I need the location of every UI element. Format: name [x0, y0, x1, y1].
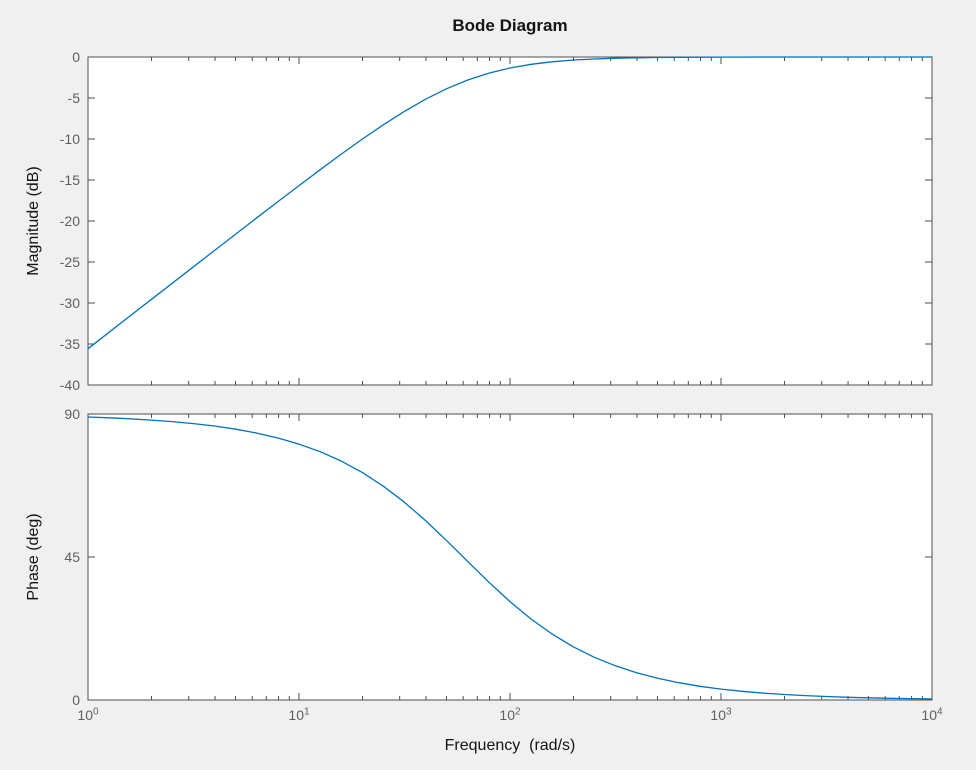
magnitude-y-tick-label: -25 — [59, 254, 80, 270]
x-tick-exponent: 4 — [937, 706, 943, 718]
magnitude-y-tick-label: -30 — [59, 295, 80, 311]
x-tick-label: 101 — [288, 706, 310, 723]
x-tick-exponent: 0 — [93, 706, 99, 718]
x-tick-label: 103 — [710, 706, 732, 723]
magnitude-y-tick-label: 0 — [72, 49, 80, 65]
x-tick-exponent: 1 — [304, 706, 310, 718]
magnitude-y-tick-label: -15 — [59, 172, 80, 188]
x-tick-exponent: 3 — [726, 706, 732, 718]
frequency-axis-label: Frequency (rad/s) — [444, 737, 576, 754]
phase-y-tick-label: 45 — [64, 549, 80, 565]
phase-plot-area — [88, 414, 932, 700]
magnitude-axes-box — [87, 56, 933, 386]
magnitude-y-tick-label: -35 — [59, 336, 80, 352]
magnitude-curve — [87, 56, 932, 350]
x-tick-label: 102 — [499, 706, 521, 723]
x-tick-label: 104 — [921, 706, 943, 723]
magnitude-y-tick-label: -40 — [59, 377, 80, 393]
magnitude-y-tick-label: -20 — [59, 213, 80, 229]
phase-y-tick-label: 90 — [64, 406, 80, 422]
phase-curve — [87, 416, 933, 700]
x-tick-exponent: 2 — [515, 706, 521, 718]
magnitude-plot-area — [88, 57, 932, 385]
x-tick-label: 100 — [77, 706, 99, 723]
phase-y-tick-label: 0 — [72, 692, 80, 708]
chart-title: Bode Diagram — [452, 16, 568, 35]
magnitude-y-tick-label: -10 — [59, 131, 80, 147]
magnitude-y-tick-label: -5 — [67, 90, 80, 106]
phase-axes-box — [87, 413, 933, 701]
